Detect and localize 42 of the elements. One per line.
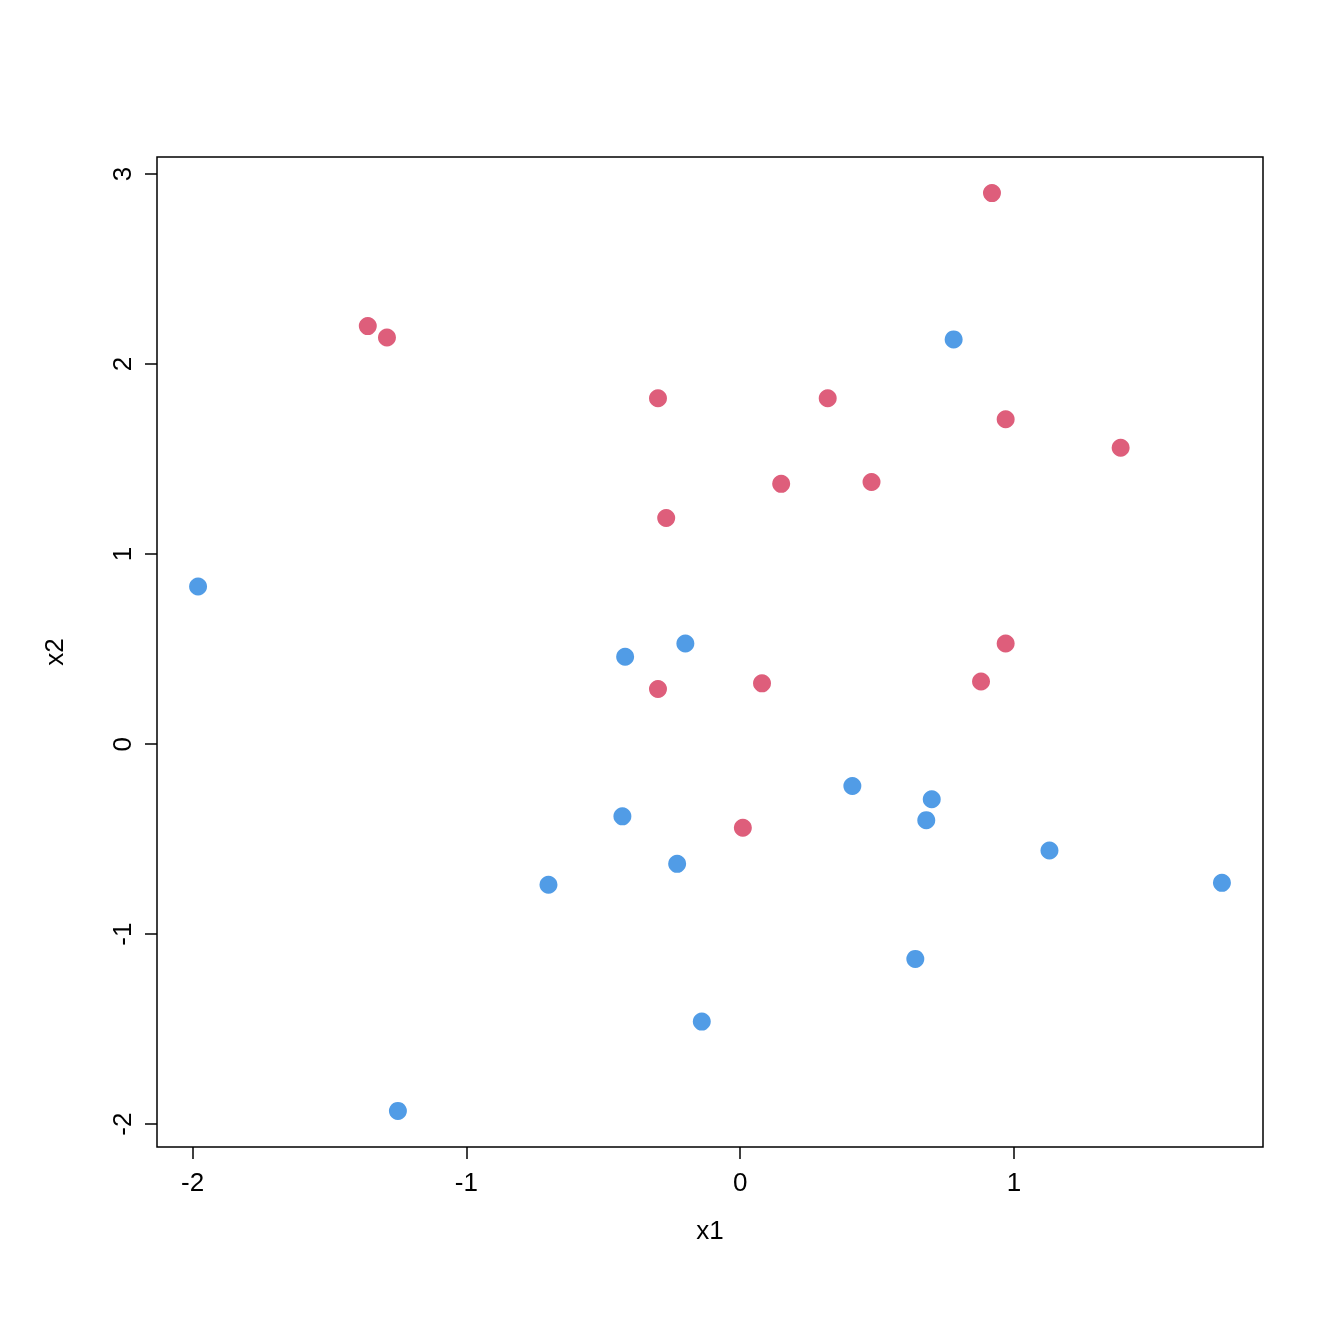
y-tick-label: -1 (107, 922, 137, 946)
x-tick-label: 0 (732, 1167, 748, 1197)
point (906, 949, 925, 968)
point (613, 807, 632, 826)
point (944, 330, 963, 349)
point (616, 647, 635, 666)
point (676, 634, 695, 653)
point (972, 672, 991, 691)
y-tick-label: 1 (107, 546, 137, 562)
x-tick-label: -1 (454, 1167, 478, 1197)
y-tick-label: 3 (107, 166, 137, 182)
y-tick-label: 2 (107, 356, 137, 372)
point (996, 634, 1015, 653)
point (1212, 873, 1231, 892)
point (358, 317, 377, 336)
x-tick-label: -2 (181, 1167, 205, 1197)
point (657, 509, 676, 528)
point (922, 790, 941, 809)
point (649, 389, 667, 408)
point (692, 1012, 711, 1031)
point (1111, 438, 1130, 457)
point (377, 328, 396, 347)
point (1040, 841, 1059, 860)
point (862, 472, 881, 491)
point (388, 1101, 407, 1120)
point (668, 854, 687, 873)
point (753, 674, 772, 693)
point (649, 680, 667, 699)
point (189, 577, 208, 596)
x-axis-title: x1 (696, 1215, 724, 1245)
point (996, 410, 1015, 429)
y-tick-label: -2 (107, 1112, 137, 1136)
point (733, 818, 752, 837)
point (843, 776, 862, 795)
point (772, 474, 791, 493)
point (539, 875, 558, 894)
x-tick-label: 1 (1006, 1167, 1022, 1197)
point (818, 389, 837, 408)
y-axis-title: x2 (39, 638, 69, 666)
point (917, 811, 936, 830)
point (982, 184, 1001, 203)
y-tick-label: 0 (107, 736, 137, 752)
